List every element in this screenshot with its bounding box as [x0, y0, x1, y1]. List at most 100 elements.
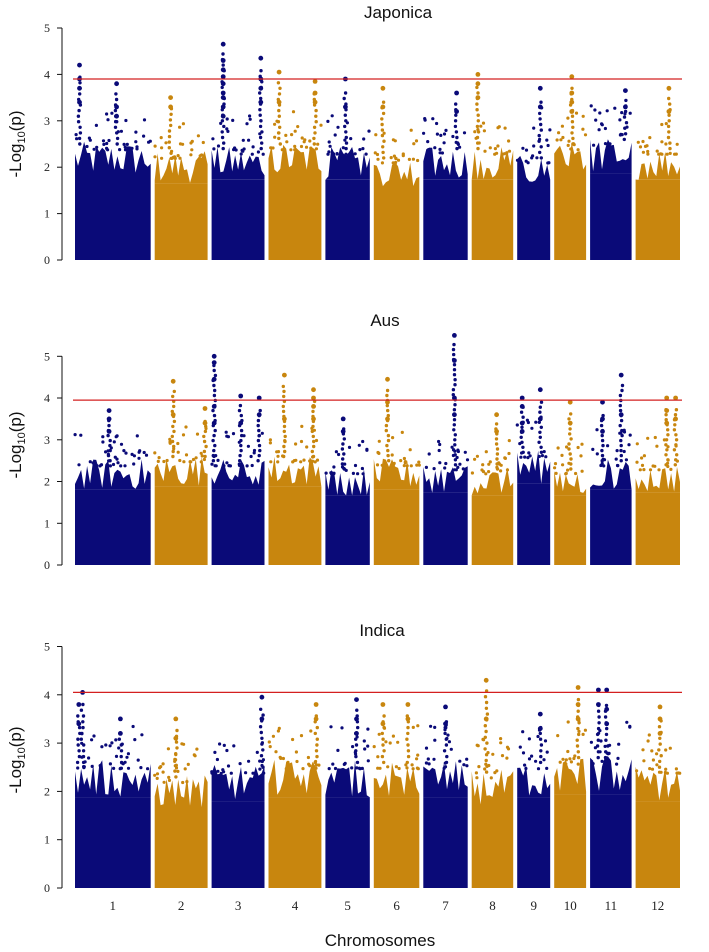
snp-point: [356, 725, 360, 730]
snp-point: [250, 463, 254, 468]
snp-point: [313, 731, 317, 736]
snp-point: [347, 445, 352, 449]
snp-point: [396, 158, 401, 162]
snp-point: [483, 747, 487, 751]
snp-point: [453, 438, 457, 442]
snp-point: [161, 762, 165, 766]
snp-point: [595, 452, 599, 456]
snp-point: [108, 438, 112, 443]
snp-point: [452, 342, 456, 347]
snp-point: [132, 462, 136, 466]
snp-point: [119, 749, 124, 753]
snp-point: [245, 464, 249, 468]
snp-point: [240, 433, 244, 438]
peak-point: [519, 395, 525, 401]
snp-point: [581, 114, 585, 118]
snp-point: [308, 459, 312, 463]
snp-point: [449, 747, 453, 751]
snp-point: [106, 118, 110, 122]
snp-point: [606, 744, 610, 748]
snp-point: [664, 438, 669, 442]
snp-point: [244, 771, 248, 775]
snp-point: [172, 389, 176, 394]
snp-point: [606, 444, 610, 448]
snp-point: [566, 749, 570, 754]
snp-point: [202, 449, 207, 454]
peak-point: [575, 685, 581, 690]
snp-point: [115, 136, 120, 141]
snp-point: [344, 119, 348, 123]
snp-point: [493, 771, 497, 775]
snp-point: [424, 746, 429, 750]
snp-point: [226, 764, 231, 768]
snp-point: [203, 429, 208, 434]
snp-point: [98, 464, 102, 468]
y-tick-label: 3: [44, 736, 50, 750]
snp-point: [327, 150, 331, 154]
snp-point: [85, 144, 89, 149]
peak-point: [238, 420, 244, 426]
snp-point: [527, 757, 532, 761]
snp-point: [600, 759, 604, 764]
snp-point: [382, 139, 386, 143]
snp-point: [108, 744, 112, 748]
snp-point: [463, 450, 467, 454]
snp-point: [259, 69, 263, 73]
snp-point: [167, 140, 171, 144]
snp-point: [386, 408, 390, 413]
snp-point: [625, 720, 629, 724]
chromosome-7-band: [423, 179, 468, 260]
chromosome-3-band: [211, 489, 265, 565]
snp-point: [442, 132, 447, 136]
snp-point: [340, 726, 344, 730]
snp-point: [213, 388, 217, 393]
snp-point: [155, 772, 160, 776]
snp-point: [619, 438, 623, 443]
snp-point: [500, 754, 505, 758]
snp-point: [579, 454, 583, 458]
snp-point: [409, 128, 413, 132]
snp-point: [317, 763, 321, 767]
snp-point: [657, 748, 661, 752]
chromosome-3-edge: [211, 765, 265, 802]
snp-point: [382, 725, 386, 730]
snp-point: [406, 731, 410, 736]
snp-point: [403, 460, 407, 464]
snp-point: [405, 766, 409, 770]
peak-point: [354, 716, 359, 722]
snp-point: [172, 404, 176, 409]
snp-point: [518, 745, 522, 749]
snp-point: [433, 738, 437, 742]
snp-point: [655, 149, 659, 153]
snp-point: [212, 448, 216, 453]
snp-point: [505, 756, 509, 760]
snp-point: [313, 460, 317, 464]
snp-point: [211, 137, 215, 141]
peak-point: [519, 420, 525, 426]
snp-point: [153, 155, 157, 159]
peak-point: [452, 412, 457, 418]
snp-point: [569, 462, 573, 466]
snp-point: [591, 447, 595, 451]
snp-point: [538, 150, 542, 155]
peak-point: [76, 702, 82, 707]
snp-point: [274, 750, 278, 754]
snp-point: [391, 161, 395, 165]
y-tick-label: 4: [44, 67, 50, 81]
snp-point: [453, 458, 458, 462]
peak-point: [405, 716, 411, 722]
snp-point: [276, 729, 280, 733]
snp-point: [73, 433, 77, 437]
snp-point: [367, 129, 371, 133]
snp-point: [530, 754, 534, 758]
snp-point: [213, 373, 218, 378]
snp-point: [101, 440, 105, 444]
snp-point: [192, 753, 196, 757]
chromosome-8-band: [471, 495, 514, 565]
chromosome-1-edge: [75, 141, 151, 177]
snp-point: [569, 760, 574, 764]
snp-point: [440, 151, 444, 155]
snp-point: [278, 142, 282, 146]
snp-point: [668, 102, 672, 106]
snp-point: [157, 456, 161, 460]
